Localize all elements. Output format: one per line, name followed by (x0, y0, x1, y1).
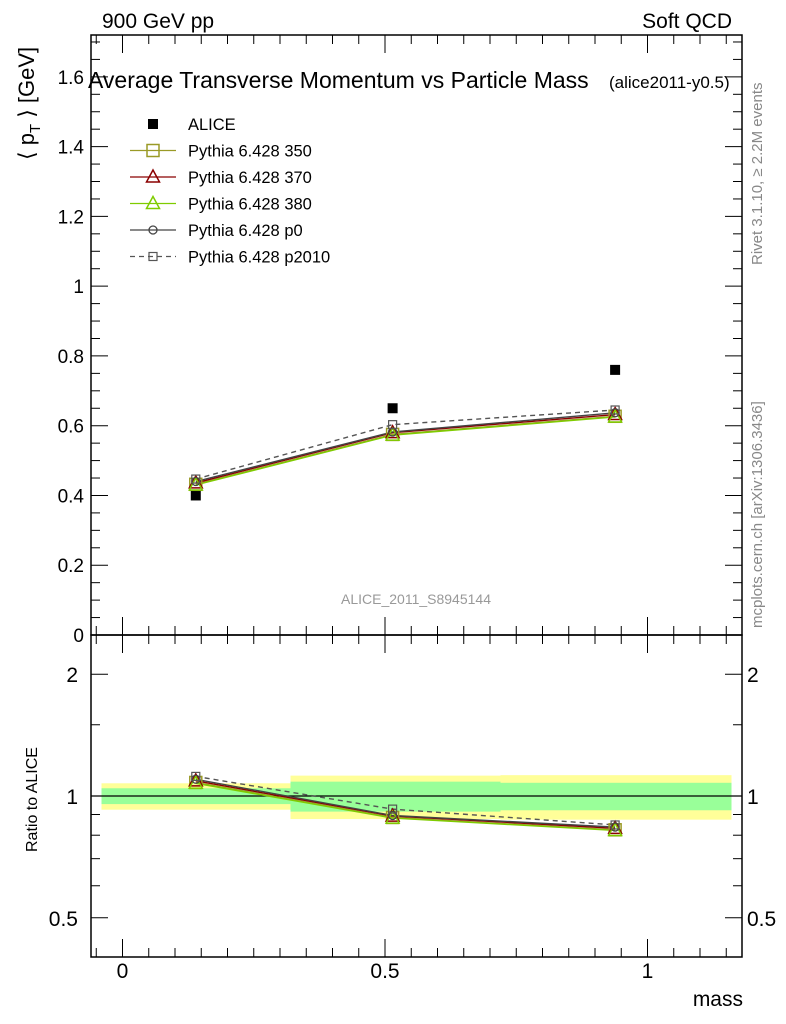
main-ytick-label: 1.4 (58, 138, 85, 159)
plot-subtitle: (alice2011-y0.5) (609, 73, 730, 92)
main-point-alice (387, 403, 398, 414)
ratio-ytick-label: 0.5 (49, 908, 78, 931)
rivet-label: Rivet 3.1.10, ≥ 2.2M events (749, 83, 766, 266)
main-point-p370 (384, 424, 401, 439)
main-point-p370 (188, 474, 204, 489)
main-ytick-label: 0.8 (58, 347, 84, 368)
ylabel-close: ⟩ [GeV] (14, 47, 39, 124)
header-left: 900 GeV pp (102, 10, 214, 33)
legend-label-p0: Pythia 6.428 p0 (188, 222, 303, 240)
main-point-p2010 (388, 420, 398, 430)
legend-marker-p2010 (148, 251, 158, 262)
ylabel-sub: T (27, 124, 44, 133)
ratio-point-p0 (387, 810, 398, 821)
legend-label-p350: Pythia 6.428 350 (188, 143, 312, 161)
main-line-p380 (195, 416, 616, 486)
ratio-point-p2010 (610, 820, 620, 830)
ratio-ytick-label: 2 (66, 664, 78, 687)
ratio-ytick-label: 1 (66, 786, 78, 809)
ratio-point-p2010 (388, 804, 398, 814)
header-right: Soft QCD (642, 10, 732, 33)
ratio-ylabel: Ratio to ALICE (24, 747, 41, 852)
main-ylabel: ⟨ pT ⟩ [GeV] (14, 47, 44, 160)
main-ytick-label: 1 (73, 277, 84, 298)
main-point-p0 (387, 427, 398, 437)
legend-marker-alice (148, 119, 158, 129)
ratio-band-inner (290, 781, 501, 812)
legend-marker-p0 (148, 225, 158, 235)
main-point-alice (610, 364, 621, 375)
ratio-ytick-label-right: 1 (747, 786, 759, 809)
legend-label-alice: ALICE (188, 116, 236, 134)
legend-label-p2010: Pythia 6.428 p2010 (188, 249, 330, 267)
main-line-p0 (195, 412, 616, 483)
legend-marker-p380 (145, 194, 161, 210)
main-point-alice (190, 490, 201, 501)
legend-marker-p350 (146, 143, 160, 158)
main-ytick-label: 1.2 (58, 207, 84, 228)
main-line-p350 (195, 415, 616, 485)
main-ytick-label: 1.6 (58, 68, 84, 89)
main-point-p2010 (610, 405, 620, 415)
analysis-watermark: ALICE_2011_S8945144 (341, 591, 491, 607)
ratio-ytick-label-right: 2 (747, 664, 759, 687)
ratio-point-p2010 (191, 771, 201, 782)
main-ytick-label: 0.6 (58, 417, 84, 438)
legend-label-p380: Pythia 6.428 380 (188, 196, 312, 214)
ratio-ytick-label-right: 0.5 (747, 908, 776, 931)
ratio-line-p0 (195, 778, 616, 828)
legend: ALICE Pythia 6.428 350 Pythia 6.428 370 Pyt… (130, 116, 330, 267)
xtick-label: 0 (117, 960, 129, 983)
ratio-point-p370 (384, 807, 401, 822)
ratio-point-p370 (607, 819, 623, 835)
main-line-p2010 (195, 409, 616, 480)
main-ytick-label: 0.4 (58, 486, 85, 507)
main-line-p370 (195, 413, 616, 484)
ylabel-open: ⟨ p (14, 133, 39, 160)
x-axis-label: mass (693, 988, 743, 1011)
xtick-label: 1 (642, 960, 654, 983)
mcplots-label: mcplots.cern.ch [arXiv:1306.3436] (749, 401, 766, 628)
main-ytick-label: 0 (73, 626, 84, 647)
xtick-label: 0.5 (370, 960, 399, 983)
main-ytick-label: 0.2 (58, 556, 84, 577)
legend-label-p370: Pythia 6.428 370 (188, 169, 312, 187)
legend-marker-p370 (145, 168, 161, 183)
plot-title: Average Transverse Momentum vs Particle … (88, 67, 589, 93)
ratio-line-p380 (195, 782, 616, 832)
main-point-p2010 (191, 474, 201, 484)
